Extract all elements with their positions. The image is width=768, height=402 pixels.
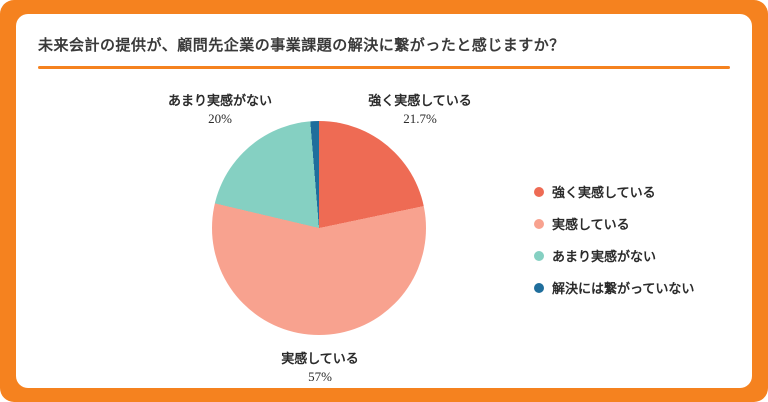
legend-item-label: 実感している — [552, 217, 630, 232]
legend-item-label: 解決には繋がっていない — [552, 281, 695, 296]
callout-amari: あまり実感がない 20% — [140, 90, 300, 127]
legend-item-2: あまり実感がない — [534, 246, 694, 265]
callout-jikkan-percent: 57% — [308, 369, 332, 384]
chart-card: 未来会計の提供が、顧問先企業の事業課題の解決に繋がったと感じますか？ あまり実感… — [16, 14, 752, 388]
callout-jikkan: 実感している 57% — [240, 348, 400, 385]
title-underline — [38, 66, 730, 69]
callout-amari-label: あまり実感がない — [167, 93, 272, 108]
legend-dot-icon — [534, 282, 544, 293]
pie-chart — [212, 121, 426, 335]
legend-dot-icon — [534, 250, 544, 261]
chart-legend: 強く実感している 実感しているあまり実感がない解決には繋がっていない — [534, 182, 694, 297]
legend-dot-icon — [534, 186, 544, 197]
legend-item-0: 強く実感している — [534, 182, 694, 201]
legend-item-3: 解決には繋がっていない — [534, 278, 694, 297]
legend-item-label: 強く実感している — [552, 185, 656, 200]
callout-tsuyoku-label: 強く実感している — [368, 93, 472, 108]
legend-item-1: 実感している — [534, 214, 694, 233]
chart-title: 未来会計の提供が、顧問先企業の事業課題の解決に繋がったと感じますか？ — [38, 37, 565, 54]
legend-item-label: あまり実感がない — [552, 249, 657, 264]
legend-dot-icon — [534, 218, 544, 229]
callout-tsuyoku-percent: 21.7% — [403, 111, 437, 126]
callout-jikkan-label: 実感している — [281, 351, 359, 366]
callout-tsuyoku: 強く実感している 21.7% — [340, 90, 500, 127]
callout-amari-percent: 20% — [208, 111, 232, 126]
pie-chart-area: あまり実感がない 20% 強く実感している 21.7% 実感している 57% — [40, 72, 510, 384]
